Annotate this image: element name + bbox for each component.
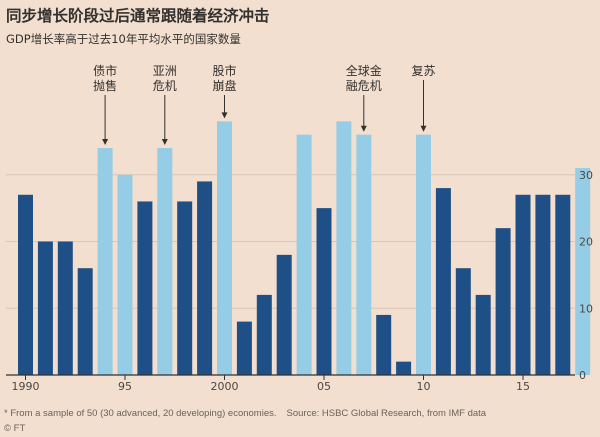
bar	[455, 268, 471, 375]
bar	[197, 181, 213, 375]
chart-title: 同步增长阶段过后通常跟随着经济冲击	[6, 7, 270, 25]
x-tick-label: 15	[516, 380, 530, 393]
annotation-arrowhead	[161, 139, 168, 146]
source-note: Source: HSBC Global Research, from IMF d…	[286, 408, 487, 419]
annotation-arrowhead	[360, 125, 367, 132]
bar	[495, 228, 511, 375]
bar	[316, 208, 332, 375]
bar	[276, 254, 292, 375]
annotation-label: 危机	[153, 79, 177, 93]
footnote: * From a sample of 50 (30 advanced, 20 d…	[4, 408, 277, 419]
y-tick-label: 20	[579, 236, 593, 249]
bar	[435, 188, 451, 375]
x-tick-label: 1990	[12, 380, 40, 393]
x-tick-label: 95	[118, 380, 132, 393]
bar	[256, 294, 272, 375]
annotation-label: 亚洲	[153, 64, 177, 78]
bar	[236, 321, 252, 375]
bar	[217, 121, 232, 375]
bar	[396, 361, 412, 375]
annotation-arrowhead	[102, 139, 109, 146]
bars	[18, 121, 591, 375]
bar	[37, 241, 53, 375]
ft-brand: © FT	[4, 423, 26, 434]
y-tick-label: 0	[579, 369, 586, 382]
bar	[77, 268, 93, 375]
annotation-label: 债市	[93, 63, 117, 78]
annotation-label: 复苏	[411, 64, 435, 78]
annotation-label: 全球金	[346, 63, 382, 78]
bar	[336, 121, 352, 375]
bar	[515, 194, 531, 375]
x-tick-label: 10	[417, 380, 431, 393]
bar	[177, 201, 193, 375]
bar	[18, 194, 33, 375]
bar	[555, 194, 571, 375]
bar	[356, 134, 372, 375]
bar	[157, 148, 173, 375]
bar	[57, 241, 73, 375]
chart-subtitle: GDP增长率高于过去10年平均水平的国家数量	[6, 32, 241, 46]
axes: 0 10 20 30 1990 95 2000 05 10 15	[6, 169, 593, 393]
annotation-label: 融危机	[346, 79, 382, 93]
y-tick-label: 10	[579, 302, 593, 315]
bar	[97, 148, 113, 375]
bar	[416, 134, 431, 375]
annotation-label: 抛售	[93, 78, 117, 93]
annotation-label: 崩盘	[212, 78, 236, 93]
x-tick-label: 2000	[211, 380, 239, 393]
bar	[575, 168, 591, 375]
bar	[137, 201, 153, 375]
bar	[117, 174, 133, 375]
footnote-line: * From a sample of 50 (30 advanced, 20 d…	[4, 408, 486, 419]
bar	[475, 294, 491, 375]
bar	[296, 134, 312, 375]
annotation-arrowhead	[221, 112, 228, 119]
annotation-arrowhead	[420, 125, 427, 132]
annotation-label: 股市	[212, 63, 236, 78]
bar	[535, 194, 551, 375]
x-tick-label: 05	[317, 380, 331, 393]
bar	[376, 314, 392, 375]
y-tick-label: 30	[579, 169, 593, 182]
